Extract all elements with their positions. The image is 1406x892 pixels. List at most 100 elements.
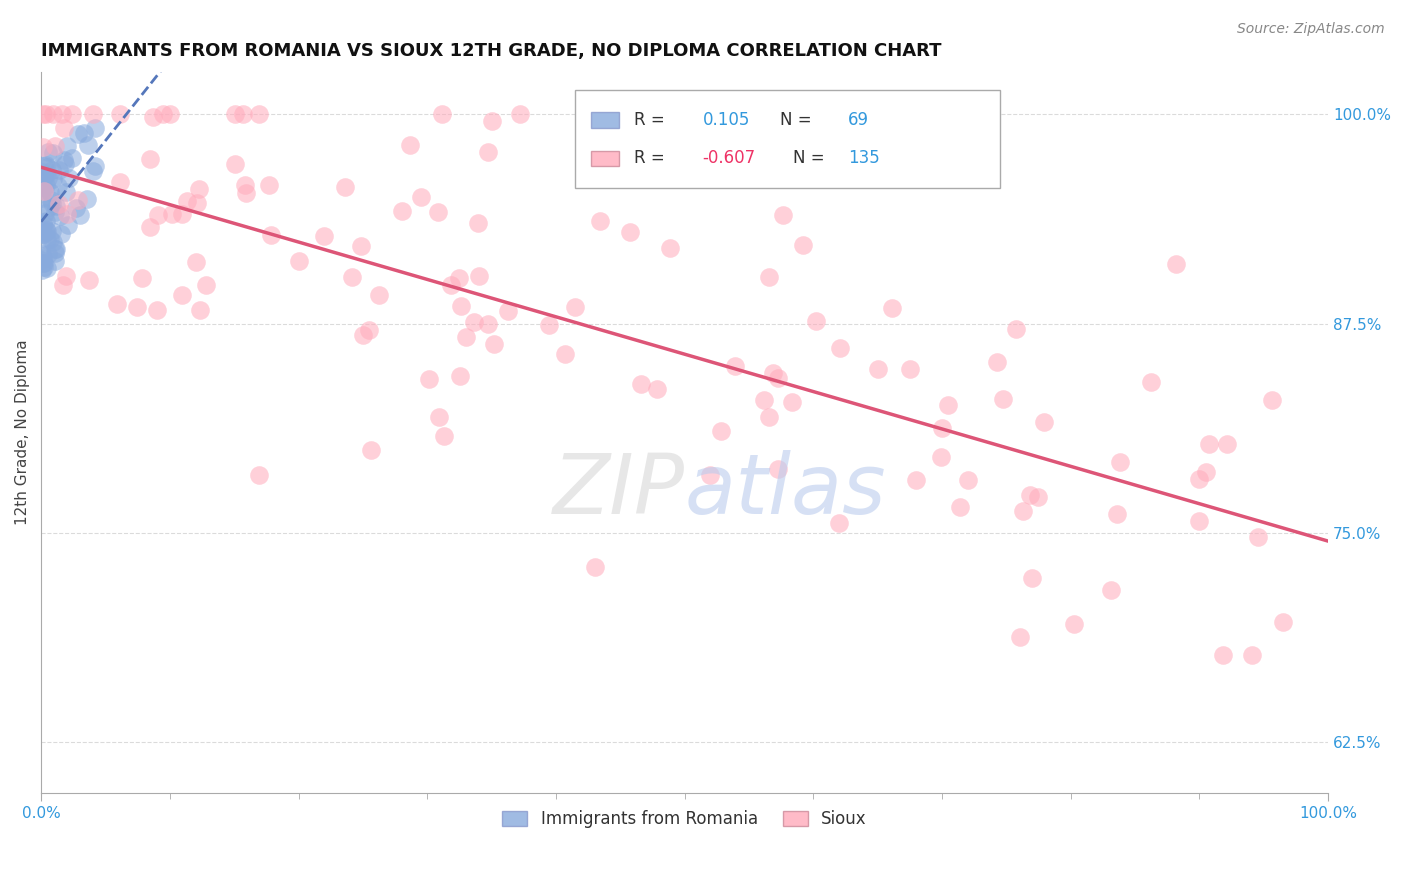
Point xyxy=(172,207,194,221)
Point xyxy=(314,228,336,243)
Point xyxy=(39,193,62,207)
Point xyxy=(224,107,246,121)
Point xyxy=(1247,529,1270,543)
Point xyxy=(411,190,433,204)
Point xyxy=(65,201,87,215)
Point xyxy=(468,269,491,284)
Point xyxy=(509,107,531,121)
Point xyxy=(31,247,53,261)
Point xyxy=(440,278,463,293)
Point xyxy=(44,205,66,219)
Point xyxy=(188,302,211,317)
Point xyxy=(1188,472,1211,486)
Point xyxy=(430,107,453,121)
Point xyxy=(131,271,153,285)
Point xyxy=(350,239,373,253)
Point xyxy=(30,252,52,267)
Point xyxy=(58,170,80,185)
Text: -0.607: -0.607 xyxy=(703,150,756,168)
Point xyxy=(752,393,775,408)
Point xyxy=(34,168,56,182)
Point xyxy=(187,182,209,196)
Point xyxy=(723,359,745,373)
Point xyxy=(391,204,413,219)
Point xyxy=(235,186,257,200)
Point xyxy=(340,270,363,285)
Point xyxy=(481,113,503,128)
Point xyxy=(986,355,1008,369)
Point xyxy=(139,219,162,234)
Point xyxy=(56,207,79,221)
Point xyxy=(477,145,499,159)
Point xyxy=(619,225,641,239)
Point xyxy=(142,110,165,124)
Point xyxy=(1021,571,1043,585)
Point xyxy=(34,225,56,239)
Point xyxy=(67,128,90,142)
Point xyxy=(450,299,472,313)
Point xyxy=(1018,487,1040,501)
Text: R =: R = xyxy=(634,111,671,128)
Point xyxy=(630,377,652,392)
Point xyxy=(53,157,76,171)
Point xyxy=(41,224,63,238)
Point xyxy=(42,107,65,121)
Point xyxy=(449,270,471,285)
Point xyxy=(1212,648,1234,663)
Point xyxy=(1107,507,1129,521)
Point xyxy=(37,145,59,159)
Y-axis label: 12th Grade, No Diploma: 12th Grade, No Diploma xyxy=(15,340,30,525)
Point xyxy=(32,227,55,242)
Point xyxy=(105,297,128,311)
Point xyxy=(804,314,827,328)
Point xyxy=(127,301,149,315)
Point xyxy=(41,196,63,211)
Point xyxy=(32,107,55,121)
Point xyxy=(52,278,75,293)
Point xyxy=(42,146,65,161)
Point xyxy=(35,168,58,182)
Point xyxy=(772,208,794,222)
Point xyxy=(77,273,100,287)
Point xyxy=(1032,415,1054,429)
Point xyxy=(84,159,107,173)
Point xyxy=(31,215,53,229)
Text: Source: ZipAtlas.com: Source: ZipAtlas.com xyxy=(1237,22,1385,37)
Point xyxy=(710,424,733,438)
Point xyxy=(34,205,56,219)
Point xyxy=(427,204,450,219)
Point xyxy=(44,246,66,260)
Point xyxy=(762,366,785,380)
Point xyxy=(160,206,183,220)
Point xyxy=(53,153,76,167)
Point xyxy=(1164,257,1187,271)
Point xyxy=(51,107,73,121)
Point xyxy=(1195,466,1218,480)
Point xyxy=(44,138,66,153)
Point xyxy=(467,216,489,230)
Point xyxy=(108,107,131,121)
Point xyxy=(55,268,77,283)
Point xyxy=(34,184,56,198)
Point xyxy=(145,303,167,318)
Point xyxy=(868,362,890,376)
Point xyxy=(1109,454,1132,468)
Point xyxy=(1261,392,1284,407)
Point xyxy=(35,213,58,227)
Point xyxy=(32,260,55,275)
Point xyxy=(224,157,246,171)
Point xyxy=(538,318,561,332)
Point xyxy=(477,317,499,331)
Point xyxy=(1012,504,1035,518)
Point xyxy=(766,370,789,384)
Point xyxy=(699,467,721,482)
Point xyxy=(31,263,53,277)
Point xyxy=(48,196,70,211)
Point xyxy=(1004,322,1026,336)
Point xyxy=(257,178,280,193)
Point xyxy=(45,199,67,213)
Point xyxy=(1271,615,1294,629)
Point xyxy=(32,256,55,270)
Point xyxy=(69,208,91,222)
Point xyxy=(44,242,66,256)
